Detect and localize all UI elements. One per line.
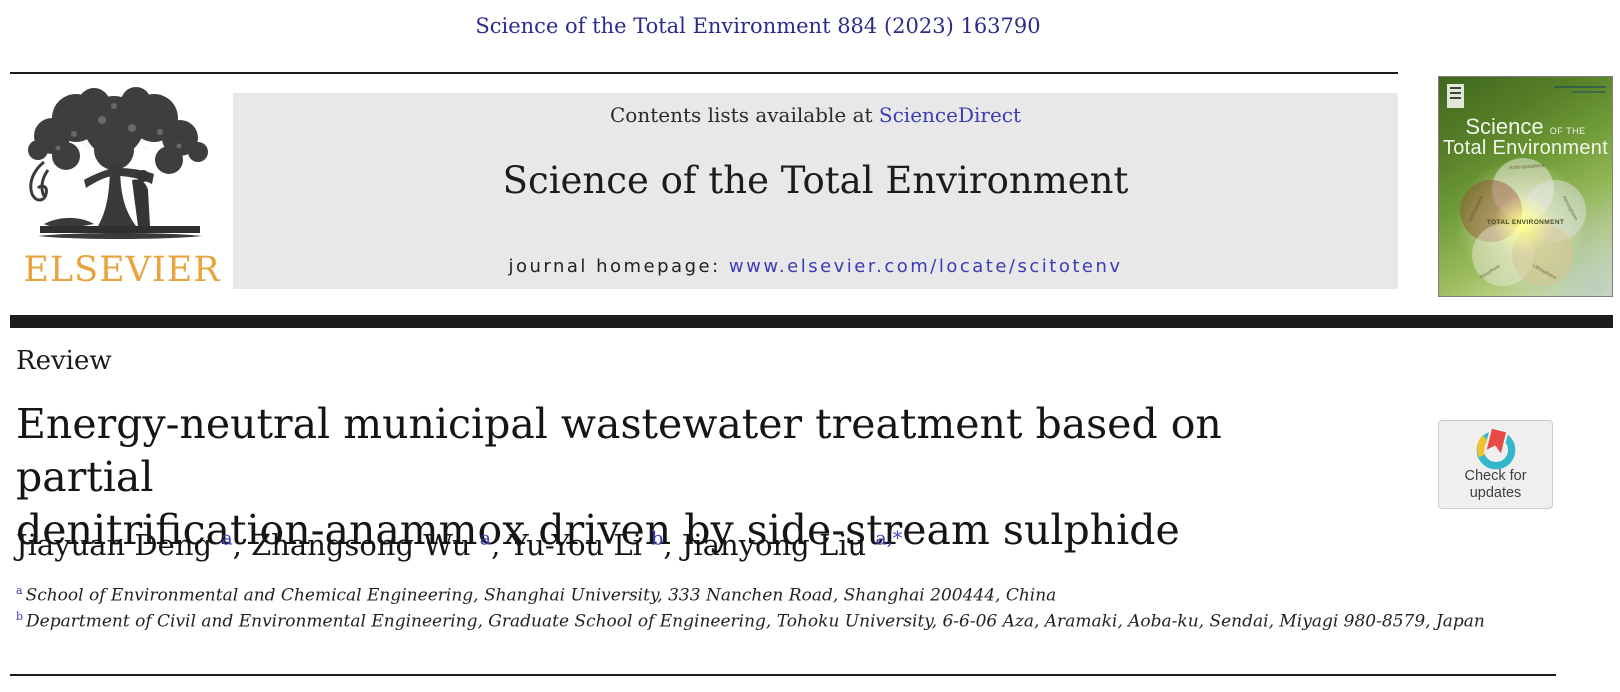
cover-flower-glow	[1493, 194, 1553, 254]
author: Jianyong Liu a,*	[681, 527, 903, 562]
homepage-link[interactable]: www.elsevier.com/locate/scitotenv	[728, 256, 1123, 277]
author-affiliation-sup[interactable]: a,*	[875, 527, 903, 549]
masthead-panel: Contents lists available at ScienceDirec…	[233, 93, 1398, 289]
affiliation-text: Department of Civil and Environmental En…	[26, 611, 1485, 632]
cover-title-line2: Total Environment	[1442, 137, 1609, 160]
journal-title: Science of the Total Environment	[502, 159, 1129, 202]
author-list: Jiayuan Deng a, Zhangsong Wu a, Yu-You L…	[16, 527, 902, 562]
author-separator: ,	[663, 527, 682, 562]
bottom-rule	[10, 674, 1556, 676]
check-for-updates-button[interactable]: Check for updates	[1438, 420, 1553, 509]
cover-title: Science OF THE Total Environment	[1439, 115, 1612, 159]
cover-title-line1: Science	[1465, 114, 1544, 139]
author-separator: ,	[491, 527, 510, 562]
contents-line: Contents lists available at ScienceDirec…	[233, 103, 1398, 127]
badge-line1: Check for	[1464, 468, 1527, 484]
crossmark-icon	[1476, 426, 1515, 470]
author-affiliation-sup[interactable]: a	[221, 527, 233, 549]
affiliation-a: a School of Environmental and Chemical En…	[16, 584, 1056, 606]
author-name: Zhangsong Wu	[251, 527, 471, 562]
cover-top-text-decor	[1554, 86, 1606, 88]
contents-prefix: Contents lists available at	[609, 103, 879, 127]
author-name: Jiayuan Deng	[16, 527, 213, 562]
author: Yu-You Li b,	[509, 527, 682, 562]
badge-line2: updates	[1469, 485, 1522, 501]
elsevier-tree-logo	[28, 87, 208, 239]
elsevier-wordmark: ELSEVIER	[23, 250, 221, 290]
affiliation-sup: a	[16, 584, 23, 597]
author: Jiayuan Deng a,	[16, 527, 252, 562]
article-title: Energy-neutral municipal wastewater trea…	[16, 398, 1276, 557]
cover-center-label: TOTAL ENVIRONMENT	[1486, 219, 1565, 226]
article-title-line2: denitrification-anammox driven by side-s…	[16, 506, 1180, 554]
author: Zhangsong Wu a,	[251, 527, 510, 562]
affiliation-text: School of Environmental and Chemical Eng…	[25, 585, 1057, 606]
affiliation-b: b Department of Civil and Environmental E…	[16, 610, 1485, 632]
author-name: Yu-You Li	[509, 527, 642, 562]
author-name: Jianyong Liu	[681, 527, 867, 562]
cover-title-line1-small: OF THE	[1549, 126, 1586, 136]
section-divider-bar	[10, 315, 1613, 328]
journal-citation: Science of the Total Environment 884 (20…	[475, 14, 1041, 38]
author-separator: ,	[232, 527, 252, 562]
sciencedirect-link[interactable]: ScienceDirect	[878, 103, 1022, 127]
check-for-updates-label: Check for updates	[1439, 468, 1552, 502]
cover-top-text-decor	[1572, 91, 1606, 93]
article-type: Review	[16, 346, 112, 376]
author-affiliation-sup[interactable]: a	[479, 527, 492, 549]
cover-elsevier-mark-icon	[1447, 84, 1464, 108]
article-title-line1: Energy-neutral municipal wastewater trea…	[16, 400, 1222, 501]
homepage-line: journal homepage: www.elsevier.com/locat…	[233, 256, 1398, 277]
author-affiliation-sup[interactable]: b	[651, 527, 664, 549]
journal-cover[interactable]: Science OF THE Total Environment Anthrop…	[1438, 76, 1613, 297]
top-rule	[10, 72, 1398, 74]
affiliation-sup: b	[16, 610, 24, 623]
homepage-prefix: journal homepage:	[508, 256, 729, 277]
